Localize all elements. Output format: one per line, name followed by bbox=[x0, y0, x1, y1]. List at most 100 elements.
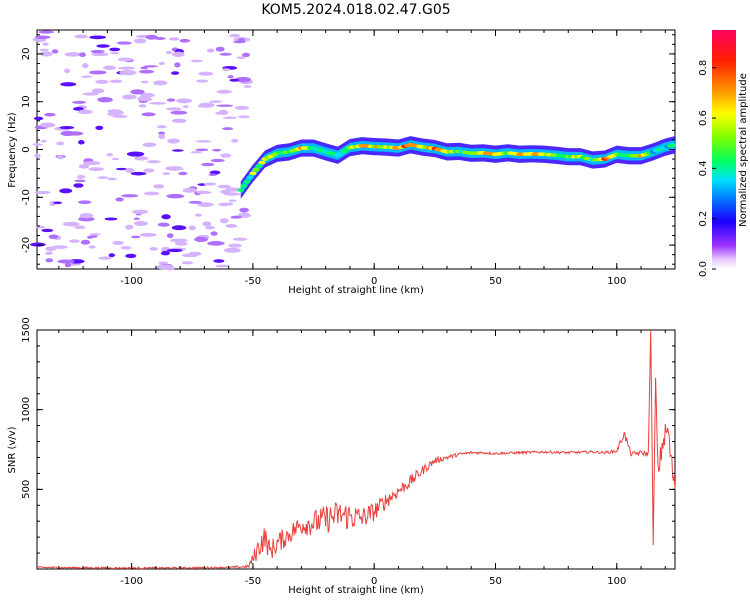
noise-blob bbox=[231, 138, 239, 143]
noise-blob bbox=[158, 61, 165, 66]
noise-blob bbox=[137, 96, 153, 102]
noise-blob bbox=[44, 112, 56, 117]
noise-blob bbox=[222, 68, 231, 72]
noise-blob bbox=[39, 48, 49, 52]
noise-blob bbox=[89, 233, 101, 236]
noise-blob bbox=[188, 225, 196, 231]
noise-blob bbox=[195, 140, 212, 143]
noise-blob bbox=[131, 235, 141, 239]
noise-blob bbox=[39, 122, 56, 128]
noise-blob bbox=[166, 248, 183, 253]
noise-blob bbox=[207, 241, 225, 246]
noise-blob bbox=[168, 37, 180, 41]
spec-x-tick-label: -50 bbox=[245, 276, 261, 287]
noise-blob bbox=[57, 259, 75, 264]
noise-blob bbox=[212, 148, 222, 152]
noise-blob bbox=[222, 127, 234, 131]
noise-blob bbox=[215, 264, 230, 268]
noise-blob bbox=[112, 240, 124, 245]
noise-blob bbox=[225, 224, 238, 228]
noise-blob bbox=[203, 182, 217, 186]
colorbar-tick-label: 0.4 bbox=[698, 160, 709, 176]
noise-blob bbox=[236, 56, 246, 60]
noise-blob bbox=[227, 75, 234, 79]
noise-blob bbox=[209, 100, 223, 103]
ridge-cell bbox=[246, 175, 254, 180]
noise-blob bbox=[74, 225, 86, 229]
noise-blob bbox=[158, 131, 166, 135]
noise-blob bbox=[145, 34, 158, 40]
noise-blob bbox=[77, 109, 93, 115]
ridge-cell bbox=[669, 143, 677, 148]
noise-blob bbox=[188, 251, 202, 256]
noise-blob bbox=[143, 168, 155, 173]
noise-blob bbox=[51, 245, 68, 249]
noise-blob bbox=[91, 88, 105, 94]
noise-blob bbox=[220, 153, 232, 158]
noise-blob bbox=[202, 221, 212, 227]
noise-blob bbox=[190, 59, 203, 63]
noise-blob bbox=[197, 104, 210, 108]
noise-blob bbox=[74, 34, 89, 39]
noise-blob bbox=[181, 261, 194, 265]
noise-blob bbox=[140, 92, 155, 98]
noise-blob bbox=[213, 259, 225, 263]
noise-blob bbox=[125, 253, 137, 259]
noise-blob bbox=[125, 167, 135, 174]
spec-y-tick-label: 0 bbox=[21, 146, 32, 152]
noise-blob bbox=[228, 199, 237, 202]
noise-blob bbox=[73, 183, 84, 188]
noise-blob bbox=[219, 218, 229, 224]
noise-blob bbox=[140, 80, 149, 84]
noise-blob bbox=[77, 140, 85, 145]
noise-blob bbox=[74, 179, 86, 183]
snr-x-tick-label: 100 bbox=[607, 576, 626, 587]
noise-blob bbox=[195, 236, 203, 241]
spectrogram-noise-blobs bbox=[30, 30, 254, 271]
noise-blob bbox=[97, 97, 113, 103]
noise-blob bbox=[165, 265, 175, 271]
noise-blob bbox=[126, 151, 145, 157]
noise-blob bbox=[188, 200, 202, 204]
noise-blob bbox=[80, 239, 91, 245]
noise-blob bbox=[76, 174, 86, 179]
noise-blob bbox=[162, 172, 170, 176]
noise-blob bbox=[107, 177, 118, 181]
colorbar-ticks: 0.0 0.2 0.4 0.6 0.8 bbox=[698, 60, 716, 277]
noise-blob bbox=[241, 52, 251, 58]
noise-blob bbox=[91, 235, 98, 238]
noise-blob bbox=[112, 114, 128, 118]
noise-blob bbox=[140, 66, 149, 70]
noise-blob bbox=[196, 79, 209, 83]
ridge-cell bbox=[240, 184, 248, 188]
noise-blob bbox=[115, 167, 128, 171]
noise-blob bbox=[51, 49, 59, 54]
noise-blob bbox=[117, 57, 133, 62]
noise-blob bbox=[156, 82, 167, 85]
noise-blob bbox=[166, 233, 174, 239]
noise-blob bbox=[83, 161, 101, 166]
noise-blob bbox=[166, 98, 176, 102]
snr-x-tick-label: -50 bbox=[245, 576, 261, 587]
noise-blob bbox=[161, 214, 171, 220]
ridge-cell bbox=[255, 164, 263, 169]
noise-blob bbox=[176, 98, 193, 104]
noise-blob bbox=[88, 167, 105, 172]
noise-blob bbox=[62, 221, 80, 227]
spectrogram-x-label: Height of straight line (km) bbox=[288, 285, 424, 296]
noise-blob bbox=[238, 115, 251, 119]
snr-y-tick-label: 500 bbox=[21, 480, 32, 499]
noise-blob bbox=[197, 202, 214, 207]
noise-blob bbox=[125, 224, 134, 230]
noise-blob bbox=[48, 234, 59, 240]
noise-blob bbox=[149, 102, 167, 105]
noise-blob bbox=[121, 194, 139, 198]
noise-blob bbox=[90, 49, 105, 54]
noise-blob bbox=[133, 38, 147, 44]
noise-blob bbox=[226, 202, 234, 206]
noise-blob bbox=[160, 250, 170, 256]
noise-blob bbox=[165, 166, 184, 171]
noise-blob bbox=[79, 52, 86, 58]
noise-blob bbox=[165, 50, 173, 55]
noise-blob bbox=[115, 197, 124, 202]
